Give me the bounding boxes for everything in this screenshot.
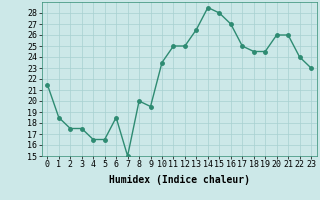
X-axis label: Humidex (Indice chaleur): Humidex (Indice chaleur)	[109, 175, 250, 185]
